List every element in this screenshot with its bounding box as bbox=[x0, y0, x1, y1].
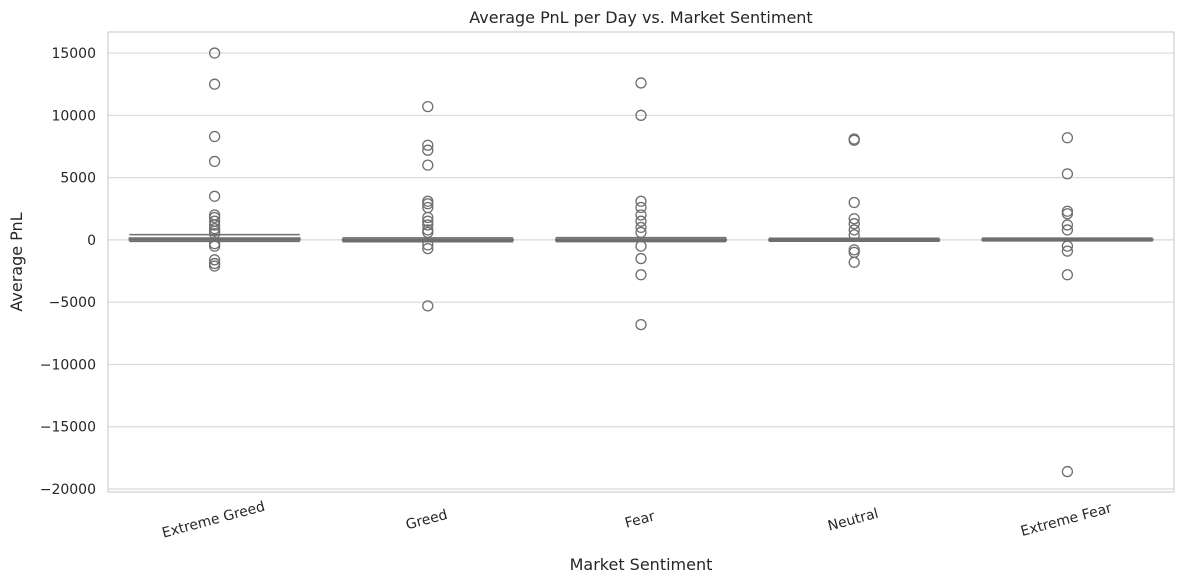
outlier bbox=[635, 209, 647, 221]
outlier bbox=[422, 219, 434, 231]
outlier bbox=[422, 300, 434, 312]
outlier bbox=[1061, 245, 1074, 257]
y-tick-label: 0 bbox=[87, 233, 96, 249]
outlier bbox=[208, 211, 221, 224]
outlier bbox=[848, 134, 860, 146]
y-tick-label: 10000 bbox=[51, 108, 96, 124]
x-tick-label: Neutral bbox=[826, 506, 880, 535]
outlier bbox=[635, 252, 647, 265]
outlier bbox=[848, 224, 860, 236]
outlier bbox=[1061, 224, 1074, 236]
outlier bbox=[208, 130, 221, 143]
y-tick-label: 5000 bbox=[60, 171, 96, 187]
outlier bbox=[208, 254, 221, 266]
outlier bbox=[208, 47, 221, 59]
chart-title: Average PnL per Day vs. Market Sentiment bbox=[469, 8, 812, 27]
outlier bbox=[635, 195, 647, 207]
outlier bbox=[422, 144, 434, 156]
outlier bbox=[422, 226, 434, 239]
y-tick-label: 15000 bbox=[51, 46, 96, 62]
outlier bbox=[848, 256, 860, 268]
outlier bbox=[635, 215, 647, 227]
y-tick-label: −15000 bbox=[40, 420, 96, 436]
plot-frame bbox=[107, 31, 1175, 493]
outlier bbox=[848, 246, 860, 258]
outlier bbox=[635, 77, 647, 89]
outlier bbox=[208, 260, 221, 272]
x-tick-label: Extreme Fear bbox=[1019, 500, 1114, 540]
outlier bbox=[635, 269, 647, 281]
outlier bbox=[1061, 219, 1074, 231]
outlier bbox=[1061, 465, 1074, 478]
x-tick-label: Fear bbox=[623, 508, 657, 531]
y-axis-label: Average PnL bbox=[7, 212, 26, 311]
outlier bbox=[422, 239, 434, 251]
outlier bbox=[1061, 205, 1074, 217]
y-tick-label: −5000 bbox=[49, 295, 96, 311]
outlier bbox=[848, 213, 860, 225]
outlier bbox=[635, 109, 647, 121]
y-tick-label: −10000 bbox=[40, 357, 96, 373]
x-axis-label: Market Sentiment bbox=[570, 555, 713, 574]
outlier bbox=[208, 240, 221, 252]
outlier bbox=[208, 190, 221, 202]
outlier bbox=[422, 159, 434, 171]
outlier bbox=[635, 240, 647, 252]
y-tick-label: −20000 bbox=[40, 482, 96, 498]
outlier bbox=[1061, 132, 1074, 144]
outlier bbox=[635, 221, 647, 234]
outlier bbox=[848, 218, 860, 230]
outlier bbox=[1061, 208, 1074, 220]
outlier bbox=[422, 215, 434, 227]
outlier bbox=[208, 219, 221, 231]
outlier bbox=[422, 211, 434, 224]
outlier bbox=[422, 100, 434, 113]
outlier bbox=[208, 78, 221, 90]
outlier bbox=[635, 201, 647, 214]
outlier bbox=[635, 226, 647, 239]
outlier bbox=[1061, 168, 1074, 180]
outlier bbox=[422, 242, 434, 255]
outlier bbox=[422, 139, 434, 151]
outlier bbox=[422, 198, 434, 210]
x-tick-label: Greed bbox=[404, 507, 449, 533]
outlier bbox=[635, 318, 647, 331]
x-tick-label: Extreme Greed bbox=[160, 499, 266, 542]
outlier bbox=[1061, 240, 1074, 252]
outlier bbox=[848, 229, 860, 241]
outlier bbox=[848, 244, 860, 256]
outlier bbox=[1061, 269, 1074, 281]
outlier bbox=[848, 196, 860, 209]
outlier bbox=[208, 155, 221, 168]
